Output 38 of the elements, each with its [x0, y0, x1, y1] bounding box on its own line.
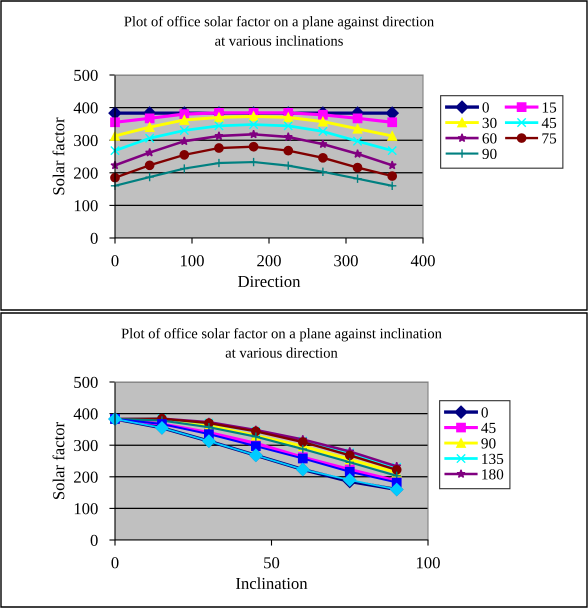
legend-label: 60: [482, 133, 497, 144]
legend-label: 90: [482, 148, 497, 160]
legend-label: 15: [542, 102, 556, 113]
legend-label: 45: [481, 422, 496, 434]
legend-label: 30: [482, 118, 497, 128]
y-tick-label: 400: [74, 408, 98, 420]
legend-label: 135: [482, 454, 504, 464]
y-axis-title: Solar factor: [52, 422, 64, 499]
y-tick-label: 300: [74, 134, 98, 146]
x-tick-label: 100: [416, 557, 440, 568]
y-tick-label: 0: [90, 534, 98, 546]
x-tick-label: 100: [180, 255, 204, 266]
x-axis-title: Direction: [238, 276, 300, 288]
legend-label: 90: [481, 438, 496, 449]
legend-label: 75: [542, 133, 556, 144]
legend-label: 0: [482, 102, 489, 113]
y-tick-label: 300: [74, 440, 98, 452]
x-tick-label: 300: [334, 255, 358, 266]
y-tick-label: 500: [74, 70, 98, 81]
y-tick-label: 0: [90, 232, 98, 244]
legend-label: 180: [482, 469, 504, 480]
x-axis-title: Inclination: [236, 577, 308, 590]
x-tick-label: 0: [111, 557, 119, 568]
x-tick-label: 400: [410, 255, 435, 266]
y-tick-label: 200: [74, 472, 98, 483]
y-tick-label: 100: [74, 200, 98, 212]
y-tick-label: 200: [74, 168, 98, 179]
y-tick-label: 400: [74, 102, 98, 114]
chart-title: Plot of office solar factor on a plane against inclination at various direction: [121, 328, 442, 358]
chart-title: Plot of office solar factor on a plane against direction at various inclinations: [124, 16, 434, 46]
x-tick-label: 200: [257, 255, 281, 266]
y-axis-title: Solar factor: [52, 118, 64, 194]
legend-label: 0: [481, 407, 488, 418]
y-tick-label: 100: [74, 503, 98, 514]
y-tick-label: 500: [74, 376, 98, 388]
x-tick-label: 0: [111, 255, 119, 266]
legend-label: 45: [542, 118, 556, 128]
x-tick-label: 50: [264, 557, 280, 568]
